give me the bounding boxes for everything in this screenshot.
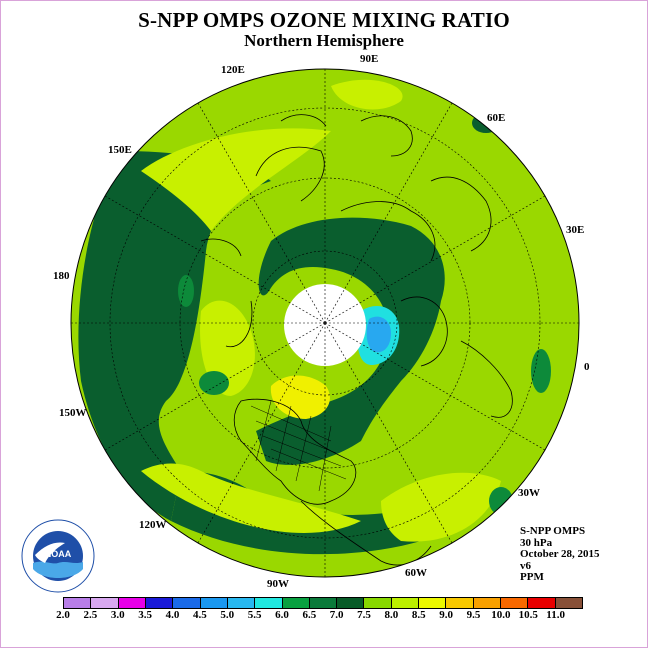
lon-label-0: 0 bbox=[584, 361, 590, 373]
yellow-green-region-north bbox=[141, 128, 331, 231]
dark-green-polar-ring bbox=[256, 217, 445, 465]
colorbar-swatch bbox=[255, 598, 283, 608]
noaa-logo: NOAA bbox=[21, 519, 95, 593]
colorbar-swatch bbox=[200, 598, 228, 608]
colorbar-tick-label: 4.0 bbox=[165, 609, 180, 621]
colorbar-tick-label: 10.5 bbox=[518, 609, 538, 621]
blue-region bbox=[366, 316, 391, 353]
colorbar-swatch bbox=[419, 598, 447, 608]
colorbar-swatch bbox=[501, 598, 529, 608]
colorbar-tick-label: 8.5 bbox=[411, 609, 426, 621]
colorbar-swatch bbox=[473, 598, 501, 608]
green-spot-4 bbox=[489, 487, 513, 515]
colorbar bbox=[63, 597, 583, 609]
lon-label-60e: 60E bbox=[487, 112, 506, 124]
colorbar-swatch bbox=[364, 598, 392, 608]
us-state-borders bbox=[250, 400, 347, 492]
colorbar-swatch bbox=[173, 598, 201, 608]
lon-label-90e: 90E bbox=[360, 53, 379, 65]
lon-label-60w: 60W bbox=[405, 567, 427, 579]
colorbar-labels: 2.0 2.5 3.0 3.5 4.0 4.5 5.0 5.5 6.0 6.5 7.0 7.5 8.0 8… bbox=[56, 609, 583, 623]
colorbar-swatch bbox=[309, 598, 338, 608]
yellow-green-region-south bbox=[141, 463, 361, 533]
green-spot-3 bbox=[531, 349, 551, 393]
colorbar-swatch bbox=[227, 598, 256, 608]
colorbar-swatch bbox=[282, 598, 310, 608]
lon-label-30e: 30E bbox=[566, 224, 585, 236]
page-title: S-NPP OMPS OZONE MIXING RATIO bbox=[138, 8, 510, 32]
colorbar-tick-label: 8.0 bbox=[384, 609, 399, 621]
colorbar-tick-label: 4.5 bbox=[192, 609, 207, 621]
ozone-field bbox=[71, 69, 579, 577]
info-version: v6 bbox=[520, 559, 531, 572]
lon-label-90w: 90W bbox=[267, 578, 289, 590]
colorbar-tick-label: 2.5 bbox=[83, 609, 98, 621]
colorbar-tick-label: 6.0 bbox=[275, 609, 289, 621]
map-border bbox=[70, 68, 580, 578]
lon-label-150e: 150E bbox=[108, 144, 132, 156]
colorbar-tick-label: 10.0 bbox=[491, 609, 511, 621]
yellow-region-canada bbox=[270, 375, 330, 419]
info-date: October 28, 2015 bbox=[520, 548, 600, 560]
colorbar-tick-label: 7.5 bbox=[357, 609, 371, 621]
lon-label-120w: 120W bbox=[139, 519, 167, 531]
colorbar-tick-label: 6.5 bbox=[302, 609, 317, 621]
lon-label-180: 180 bbox=[53, 270, 70, 282]
info-units: PPM bbox=[520, 571, 544, 583]
colorbar-swatch bbox=[145, 598, 174, 608]
colorbar-tick-label: 9.0 bbox=[439, 609, 454, 621]
yellow-green-region-east bbox=[381, 472, 501, 542]
green-spot-1 bbox=[199, 371, 229, 395]
colorbar-swatch bbox=[555, 598, 582, 608]
colorbar-swatch bbox=[337, 598, 365, 608]
colorbar-swatch bbox=[64, 598, 92, 608]
info-instrument: S-NPP OMPS bbox=[520, 525, 586, 537]
colorbar-tick-label: 3.0 bbox=[110, 609, 125, 621]
green-spot-2 bbox=[178, 275, 194, 307]
lon-label-120e: 120E bbox=[221, 64, 245, 76]
colorbar-swatch bbox=[91, 598, 119, 608]
colorbar-swatch bbox=[446, 598, 474, 608]
colorbar-swatch bbox=[528, 598, 556, 608]
colorbar-tick-label: 7.0 bbox=[329, 609, 344, 621]
colorbar-tick-label: 5.0 bbox=[220, 609, 235, 621]
dark-green-band-west bbox=[78, 151, 271, 521]
colorbar-tick-label: 5.5 bbox=[247, 609, 262, 621]
colorbar-tick-label: 3.5 bbox=[138, 609, 152, 621]
graticule bbox=[71, 69, 579, 577]
info-level: 30 hPa bbox=[520, 536, 553, 549]
colorbar-tick-label: 9.5 bbox=[466, 609, 481, 621]
lon-label-150w: 150W bbox=[59, 407, 87, 419]
colorbar-tick-label: 11.0 bbox=[546, 609, 565, 621]
page-subtitle: Northern Hemisphere bbox=[244, 31, 404, 50]
lon-label-30w: 30W bbox=[518, 487, 540, 499]
colorbar-swatch bbox=[391, 598, 420, 608]
yellow-green-region-ne bbox=[331, 79, 403, 110]
colorbar-tick-label: 2.0 bbox=[56, 609, 70, 621]
colorbar-swatch bbox=[118, 598, 146, 608]
info-block: S-NPP OMPS 30 hPa October 28, 2015 v6 PP… bbox=[520, 525, 600, 584]
logo-text: NOAA bbox=[45, 549, 72, 559]
polar-map bbox=[70, 68, 580, 578]
